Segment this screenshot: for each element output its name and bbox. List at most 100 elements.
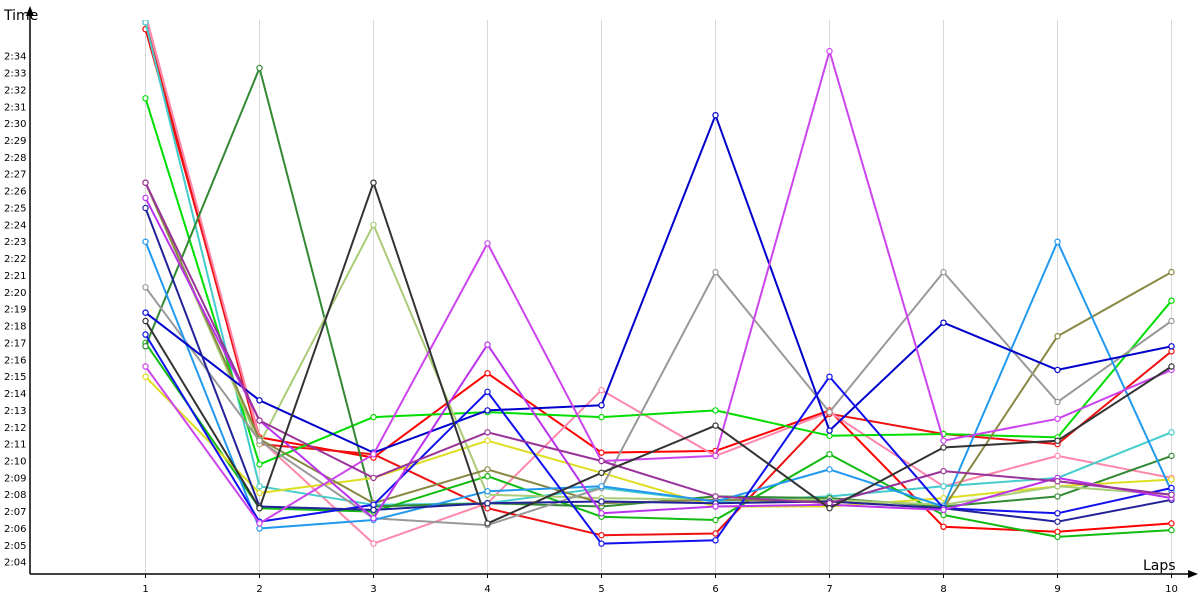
data-point (256, 461, 263, 468)
data-point (484, 437, 491, 444)
data-point (484, 488, 491, 495)
data-point (940, 444, 947, 451)
data-point (712, 422, 719, 429)
data-point (484, 388, 491, 395)
data-point (370, 540, 377, 547)
x-tick-label: 10 (1165, 584, 1178, 595)
data-point (142, 363, 149, 370)
series-line (144, 22, 1172, 506)
y-tick-label: 2:16 (4, 355, 26, 366)
series-5 (142, 95, 1175, 468)
series-line (144, 182, 1172, 505)
data-point (142, 194, 149, 202)
data-point (484, 370, 491, 377)
series-17 (142, 47, 1175, 527)
x-tick-label: 2 (256, 584, 262, 595)
data-point (142, 343, 149, 350)
data-point (1168, 520, 1175, 527)
series-13 (142, 111, 1175, 456)
x-tick-label: 8 (940, 584, 946, 595)
y-tick-label: 2:23 (4, 237, 26, 248)
x-tick-label: 6 (712, 584, 718, 595)
y-tick-label: 2:34 (4, 52, 26, 63)
data-point (940, 437, 947, 444)
data-point (256, 489, 263, 497)
y-tick-label: 2:32 (4, 85, 26, 96)
data-point (712, 537, 719, 544)
y-tick-label: 2:13 (4, 406, 26, 417)
y-tick-label: 2:06 (4, 524, 26, 535)
data-point (256, 483, 263, 490)
y-tick-label: 2:26 (4, 187, 26, 198)
series-line (144, 342, 1172, 538)
series-line (144, 114, 1172, 454)
data-point (143, 11, 148, 16)
data-point (940, 467, 947, 475)
data-point (1168, 363, 1175, 370)
data-point (598, 498, 605, 505)
x-tick-label: 1 (142, 584, 148, 595)
data-point (1168, 317, 1175, 325)
y-tick-label: 2:27 (4, 170, 26, 181)
data-point (370, 451, 377, 458)
data-point (940, 483, 947, 490)
data-point (370, 221, 377, 228)
data-point (484, 407, 491, 414)
data-point (826, 505, 833, 512)
data-point (142, 309, 149, 316)
data-point (484, 341, 491, 348)
data-point (1054, 483, 1061, 490)
data-point (598, 510, 605, 517)
data-point (1168, 297, 1175, 304)
y-tick-label: 2:30 (4, 119, 26, 130)
data-point (370, 474, 377, 482)
series-line (144, 333, 1172, 545)
data-point (598, 457, 605, 465)
data-point (256, 417, 263, 424)
data-point (598, 532, 605, 539)
data-point (256, 520, 263, 527)
data-point (1168, 268, 1175, 276)
data-point (1168, 491, 1175, 498)
series-18 (142, 179, 1175, 507)
data-point (712, 503, 719, 510)
data-point (598, 386, 605, 394)
y-tick-label: 2:33 (4, 69, 26, 80)
data-point (598, 449, 605, 456)
y-tick-label: 2:15 (4, 372, 26, 383)
series-line (144, 376, 1172, 508)
series-line (144, 181, 1173, 525)
y-tick-label: 2:19 (4, 305, 26, 316)
data-point (142, 373, 149, 380)
data-point (1054, 366, 1061, 374)
x-tick-label: 5 (598, 584, 604, 595)
y-tick-label: 2:20 (4, 288, 26, 299)
data-point (1054, 333, 1061, 340)
data-point (1054, 493, 1061, 500)
series-line (144, 197, 1172, 520)
data-point (598, 402, 605, 409)
y-tick-label: 2:31 (4, 102, 26, 113)
data-point (1054, 238, 1061, 245)
data-point (712, 452, 719, 460)
data-point (1168, 343, 1175, 350)
data-point (370, 506, 377, 514)
data-point (142, 317, 149, 325)
data-point (1054, 510, 1061, 517)
y-tick-label: 2:12 (4, 423, 26, 434)
y-tick-label: 2:21 (4, 271, 26, 282)
y-ticks: 2:04 2:05 2:06 2:07 2:08 2:09 2:10 2:11 2:12 2:13… (4, 52, 26, 569)
series-line (144, 98, 1173, 466)
series-line (144, 28, 1172, 533)
y-tick-label: 2:22 (4, 254, 26, 265)
data-point (142, 204, 149, 212)
series-line (144, 182, 1172, 506)
data-point (484, 500, 491, 507)
y-tick-label: 2:17 (4, 338, 26, 349)
y-tick-label: 2:24 (4, 220, 26, 231)
data-point (1168, 429, 1175, 436)
y-tick-label: 2:09 (4, 473, 26, 484)
y-tick-label: 2:14 (4, 389, 26, 400)
data-point (256, 397, 263, 404)
